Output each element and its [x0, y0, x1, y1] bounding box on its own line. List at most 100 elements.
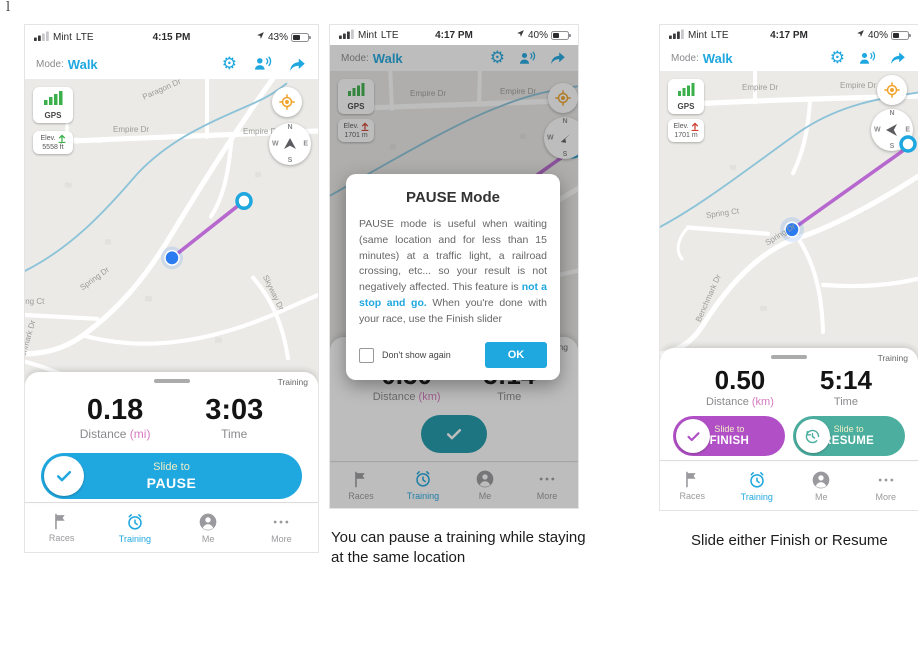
distance-value: 0.18: [86, 394, 144, 426]
location-services-icon: [256, 31, 265, 43]
slider-knob[interactable]: [44, 456, 84, 497]
map-canvas[interactable]: Paragon Dr Empire Dr Empire Dr Spring Ct…: [25, 79, 318, 384]
gps-bars-icon: [348, 83, 365, 96]
locate-target-icon: [555, 90, 571, 106]
app-header: Mode: Walk ⚙: [330, 45, 578, 71]
street-label: Empire Dr: [113, 125, 150, 134]
resume-history-icon: [805, 429, 820, 443]
nav-me[interactable]: Me: [789, 470, 854, 502]
dialog-body: PAUSE mode is useful when waiting (same …: [359, 218, 547, 325]
route-start-marker: [899, 135, 917, 153]
mode-value[interactable]: Walk: [702, 50, 733, 66]
battery-percent: 40%: [527, 29, 548, 41]
slider-line2: FINISH: [709, 434, 750, 447]
mode-label: Mode:: [341, 52, 369, 64]
locate-me-button[interactable]: [548, 83, 578, 113]
locate-me-button[interactable]: [272, 87, 302, 117]
share-icon[interactable]: [550, 51, 567, 65]
mode-label: Mode:: [671, 52, 699, 64]
voice-coach-icon[interactable]: [518, 50, 537, 66]
nav-races[interactable]: Races: [660, 470, 725, 501]
map-canvas[interactable]: Empire Dr Empire Dr Spring Ct Spring Dr …: [660, 71, 918, 360]
gps-label: GPS: [44, 111, 62, 120]
ok-button[interactable]: OK: [485, 342, 547, 369]
nav-races[interactable]: Races: [330, 470, 392, 501]
phone-screenshot-pause-dialog: Mint LTE 4:17 PM 40% Mode: Walk ⚙: [330, 25, 578, 508]
compass-n: N: [889, 110, 895, 117]
dont-show-again-checkbox[interactable]: [359, 347, 374, 363]
locate-target-icon: [884, 82, 900, 98]
nav-training[interactable]: Training: [725, 470, 790, 502]
route-start-marker: [235, 191, 253, 211]
distance-label: Distance: [79, 427, 127, 442]
pause-confirm-pill[interactable]: [421, 415, 487, 454]
mode-value[interactable]: Walk: [372, 50, 403, 66]
voice-coach-icon[interactable]: [253, 56, 273, 72]
voice-coach-icon[interactable]: [858, 50, 877, 66]
cellular-signal-icon: [339, 29, 354, 42]
flag-icon: [685, 471, 696, 488]
bottom-nav: Races Training Me More: [330, 461, 578, 508]
compass-control[interactable]: N S W E: [544, 117, 578, 159]
battery-icon: [291, 32, 311, 42]
gps-signal-badge: GPS: [33, 87, 73, 123]
time-value: 5:14: [819, 365, 872, 395]
slider-line2: PAUSE: [146, 474, 197, 491]
location-services-icon: [856, 29, 865, 41]
gps-bars-icon: [678, 83, 695, 96]
slider-knob[interactable]: [795, 419, 830, 454]
distance-stat: 0.50 Distance (km): [706, 366, 774, 408]
share-icon[interactable]: [289, 57, 307, 72]
compass-w: W: [874, 126, 881, 134]
carrier-label: Mint: [53, 31, 72, 43]
settings-gear-icon[interactable]: ⚙: [489, 47, 505, 68]
elevation-badge: Elev. 1701 m: [668, 119, 704, 142]
nav-more[interactable]: More: [516, 469, 578, 501]
elevation-badge: Elev. 1701 m: [338, 119, 374, 142]
cellular-signal-icon: [34, 31, 49, 44]
drag-handle[interactable]: [771, 355, 807, 359]
alarm-clock-icon: [128, 513, 142, 530]
route-line: [170, 199, 246, 260]
flag-icon: [354, 471, 365, 487]
person-icon: [199, 513, 217, 530]
slide-to-resume-slider[interactable]: Slide to RESUME: [792, 416, 905, 457]
compass-needle-icon: [557, 130, 573, 146]
battery-percent: 43%: [267, 31, 288, 43]
caption-pause-explainer: You can pause a training while staying a…: [331, 529, 586, 567]
distance-stat: 0.18 Distance (mi): [79, 394, 151, 442]
more-dots-icon: [274, 520, 289, 523]
dialog-title: PAUSE Mode: [406, 189, 500, 206]
slider-knob[interactable]: [676, 419, 711, 454]
compass-n: N: [287, 124, 293, 131]
stats-panel: Training 0.50 Distance (km) 5:14 Time Sl…: [660, 348, 918, 460]
time-label: Time: [221, 427, 248, 442]
more-dots-icon: [539, 477, 555, 481]
nav-races[interactable]: Races: [25, 512, 98, 543]
person-icon: [476, 470, 494, 488]
mode-value[interactable]: Walk: [67, 56, 98, 72]
location-services-icon: [516, 29, 525, 41]
network-label: LTE: [75, 31, 94, 43]
nav-training[interactable]: Training: [392, 469, 454, 501]
check-icon: [687, 432, 700, 441]
locate-me-button[interactable]: [877, 75, 907, 105]
phone-screenshot-walk-active: Mint LTE 4:15 PM 43% Mode: Walk ⚙: [25, 25, 318, 552]
nav-me[interactable]: Me: [454, 469, 516, 501]
settings-gear-icon[interactable]: ⚙: [829, 47, 845, 68]
status-bar: Mint LTE 4:17 PM 40%: [330, 25, 578, 45]
person-icon: [812, 471, 830, 488]
settings-gear-icon[interactable]: ⚙: [221, 53, 237, 74]
time-value: 3:03: [205, 394, 264, 426]
nav-training[interactable]: Training: [98, 512, 171, 544]
drag-handle[interactable]: [153, 379, 190, 383]
battery-percent: 40%: [867, 29, 888, 41]
share-icon[interactable]: [890, 51, 907, 65]
nav-me[interactable]: Me: [172, 512, 245, 544]
compass-control[interactable]: N S W E: [269, 123, 311, 165]
slide-to-finish-slider[interactable]: Slide to FINISH: [673, 416, 786, 457]
slide-to-pause-slider[interactable]: Slide to PAUSE: [41, 453, 302, 500]
nav-more[interactable]: More: [854, 470, 918, 502]
nav-more[interactable]: More: [245, 512, 318, 544]
